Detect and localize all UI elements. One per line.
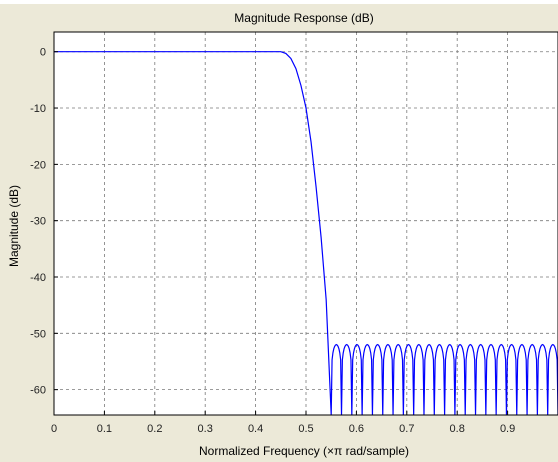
x-tick-label: 0.3 (198, 423, 213, 435)
x-tick-label: 0.2 (147, 423, 162, 435)
y-tick-label: -30 (30, 216, 46, 228)
y-tick-label: -60 (30, 385, 46, 397)
x-axis-label: Normalized Frequency (×π rad/sample) (199, 444, 409, 458)
x-tick-label: 0.5 (298, 423, 313, 435)
x-tick-label: 0 (51, 423, 57, 435)
magnitude-response-line (54, 51, 558, 416)
y-axis-label: Magnitude (dB) (7, 185, 21, 267)
x-tick-label: 0.6 (349, 423, 364, 435)
y-tick-label: -10 (30, 103, 46, 115)
x-tick-label: 0.7 (399, 423, 414, 435)
x-tick-label: 0.1 (97, 423, 112, 435)
y-tick-label: -40 (30, 272, 46, 284)
y-tick-label: -20 (30, 159, 46, 171)
y-tick-label: 0 (40, 47, 46, 59)
chart-title: Magnitude Response (dB) (234, 11, 373, 25)
y-tick-label: -50 (30, 328, 46, 340)
x-tick-label: 0.9 (500, 423, 515, 435)
x-tick-label: 0.8 (450, 423, 465, 435)
x-tick-label: 0.4 (248, 423, 263, 435)
